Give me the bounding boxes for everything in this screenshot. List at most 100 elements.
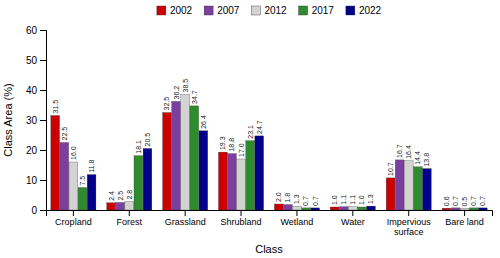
x-tick-label-line: Water — [341, 217, 365, 227]
x-tick-mark — [185, 210, 186, 216]
legend-item: 2012 — [251, 5, 287, 16]
legend-label: 2012 — [264, 5, 287, 16]
bar — [413, 167, 422, 210]
y-tick: 10 — [26, 175, 46, 186]
data-label: 18.8 — [228, 138, 235, 152]
x-tick-label: Water — [341, 217, 365, 227]
x-tick-mark — [73, 210, 74, 216]
x-tick-label: Grassland — [165, 217, 206, 227]
legend-label: 2022 — [359, 5, 382, 16]
y-tick: 0 — [31, 205, 46, 216]
bar — [302, 208, 311, 210]
y-tick-label: 40 — [26, 85, 38, 96]
axis-domain — [40, 31, 47, 211]
bar — [311, 208, 320, 210]
bar — [163, 113, 172, 211]
axis-domain — [47, 211, 493, 217]
legend-item: 2002 — [157, 5, 193, 16]
data-label: 17.0 — [238, 143, 245, 157]
y-tick: 20 — [26, 145, 46, 156]
x-tick-mark — [129, 210, 130, 216]
y-tick-mark — [40, 30, 46, 31]
legend-label: 2007 — [217, 5, 240, 16]
bar — [134, 156, 143, 210]
y-axis-title: Class Area (%) — [2, 83, 14, 156]
data-label: 2.8 — [126, 190, 133, 200]
x-tick-label: Forest — [117, 217, 143, 227]
data-label: 20.5 — [144, 133, 151, 147]
bar — [116, 203, 125, 211]
bars — [51, 95, 487, 211]
x-tick-mark — [408, 210, 409, 216]
bar — [78, 188, 87, 211]
bar — [404, 161, 413, 210]
x-tick-label: Shrubland — [221, 217, 262, 227]
bar — [367, 206, 376, 210]
data-label: 1.0 — [358, 195, 365, 205]
data-label: 2.5 — [117, 191, 124, 201]
legend-label: 2017 — [312, 5, 335, 16]
data-label: 26.4 — [200, 115, 207, 129]
legend-swatch — [204, 6, 213, 15]
x-tick-label: Bare land — [445, 217, 484, 227]
x-tick-label: Cropland — [55, 217, 92, 227]
bar — [125, 202, 134, 210]
x-tick: Impervioussurface — [387, 210, 432, 237]
bar — [478, 208, 487, 210]
bar — [423, 169, 432, 210]
x-axis: Cropland Forest Grassland Shrubland Wetland W… — [47, 210, 493, 237]
legend-item: 2017 — [299, 5, 335, 16]
x-tick-label-line: Bare land — [445, 217, 484, 227]
legend-swatch — [251, 6, 260, 15]
y-tick-mark — [40, 120, 46, 121]
data-label-series: 11.820.526.424.70.71.313.80.7 — [88, 115, 486, 206]
x-tick-label: Wetland — [281, 217, 314, 227]
x-tick: Wetland — [281, 210, 314, 227]
x-tick: Forest — [117, 210, 143, 227]
x-axis-title: Class — [255, 243, 283, 255]
y-tick: 40 — [26, 85, 46, 96]
y-tick-label: 20 — [26, 145, 38, 156]
data-label: 2.0 — [275, 192, 282, 202]
y-tick: 60 — [26, 25, 46, 36]
x-tick-mark — [464, 210, 465, 216]
y-tick-mark — [40, 90, 46, 91]
data-label: 22.5 — [61, 127, 68, 141]
bar — [451, 208, 460, 210]
bar — [293, 206, 302, 210]
x-tick-label-line: Shrubland — [221, 217, 262, 227]
data-label: 1.8 — [284, 193, 291, 203]
data-label: 36.2 — [173, 86, 180, 100]
bar — [255, 136, 264, 210]
x-tick: Grassland — [165, 210, 206, 227]
data-label: 10.7 — [387, 162, 394, 176]
data-label-series: 16.02.838.517.01.31.116.40.5 — [70, 79, 468, 207]
data-label: 0.7 — [312, 196, 319, 206]
bar — [190, 106, 199, 210]
data-label: 18.1 — [135, 140, 142, 154]
chart: 31.52.432.519.32.01.010.70.622.52.536.21… — [0, 0, 500, 258]
y-tick: 50 — [26, 55, 46, 66]
x-tick: Cropland — [55, 210, 92, 227]
legend-item: 2022 — [346, 5, 382, 16]
data-label: 38.5 — [182, 79, 189, 93]
data-label: 16.4 — [405, 145, 412, 159]
data-label: 1.1 — [349, 195, 356, 205]
data-label: 1.1 — [340, 195, 347, 205]
bar — [358, 207, 367, 210]
x-tick-label-line: Cropland — [55, 217, 92, 227]
bar — [143, 149, 152, 211]
data-label: 0.7 — [452, 196, 459, 206]
data-label: 0.7 — [302, 196, 309, 206]
data-label-series: 31.52.432.519.32.01.010.70.6 — [52, 97, 450, 206]
legend-swatch — [157, 6, 166, 15]
data-label: 19.3 — [219, 136, 226, 150]
x-tick-label-line: Impervious — [387, 217, 432, 227]
x-tick-label-line: Wetland — [281, 217, 314, 227]
x-tick: Bare land — [445, 210, 484, 227]
data-label: 1.0 — [331, 195, 338, 205]
bar — [237, 159, 246, 210]
y-axis: 0102030405060 — [26, 25, 47, 216]
y-tick-mark — [40, 60, 46, 61]
bar — [60, 143, 69, 211]
